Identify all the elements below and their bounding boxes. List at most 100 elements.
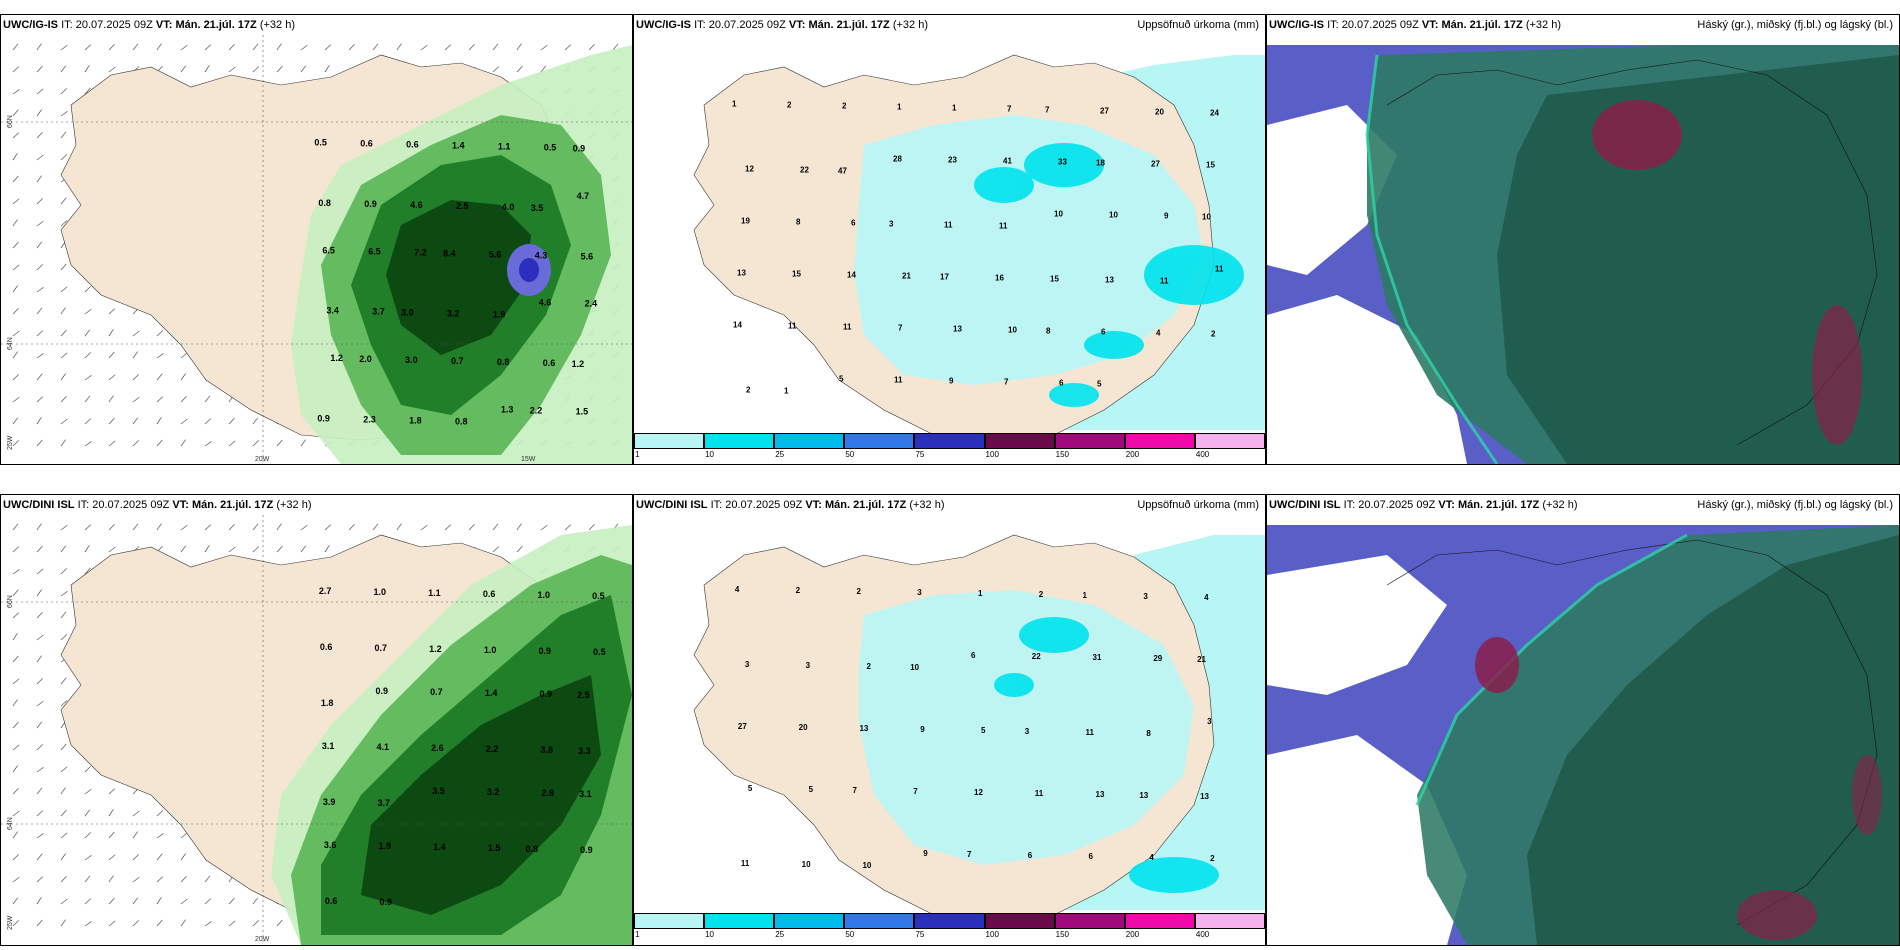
- wind-barb: [12, 175, 19, 183]
- it-label: IT:: [694, 19, 706, 31]
- wind-precip-value: 5.6: [581, 251, 594, 261]
- wind-barb: [12, 678, 20, 685]
- precip-value: 10: [1202, 213, 1211, 222]
- wind-barb: [180, 524, 188, 531]
- vt-value: Mán. 21.júl. 17Z: [1457, 499, 1540, 511]
- cloud-title: Háský (gr.), miðský (fj.bl.) og lágský (…: [1697, 499, 1893, 511]
- wind-barb: [84, 286, 91, 293]
- wind-barb: [36, 853, 43, 861]
- legend-swatch: [1124, 433, 1195, 449]
- wind-barb: [12, 43, 19, 51]
- precip-value: 3: [917, 588, 922, 597]
- wind-barb: [36, 439, 43, 447]
- model-name: UWC/DINI ISL: [636, 499, 708, 511]
- wind-barb: [108, 897, 115, 905]
- it-label: IT:: [1327, 19, 1339, 31]
- precip-value: 13: [1096, 790, 1105, 799]
- precip-value: 4: [1149, 853, 1154, 862]
- wind-barb: [132, 43, 139, 51]
- precip-value: 11: [999, 222, 1008, 231]
- wind-barb: [36, 589, 42, 597]
- precip-value: 11: [1086, 728, 1095, 737]
- wind-barb: [300, 65, 307, 73]
- precip-value: 14: [733, 321, 742, 330]
- wind-barb: [420, 44, 428, 51]
- precip-value: 13: [953, 325, 962, 334]
- wind-barb: [12, 633, 18, 641]
- legend-swatch: [774, 433, 845, 449]
- wind-barb: [60, 307, 66, 315]
- precip-value: 3: [889, 220, 894, 229]
- iceland-outline: [1386, 539, 1878, 926]
- precip-value: 10: [802, 860, 811, 869]
- wind-barb: [132, 440, 139, 447]
- wind-precip-value: 0.6: [483, 589, 496, 599]
- wind-barb: [60, 898, 68, 905]
- legend-tick: 400: [1195, 450, 1210, 459]
- wind-precip-value: 3.1: [322, 741, 335, 751]
- legend-tick: 25: [775, 930, 785, 939]
- wind-barb: [228, 66, 236, 73]
- wind-precip-value: 1.0: [484, 645, 497, 655]
- wind-barb: [60, 329, 67, 337]
- wind-barb: [204, 921, 212, 927]
- wind-barb: [12, 374, 19, 381]
- precip-value: 6: [1089, 852, 1094, 861]
- wind-barb: [60, 634, 68, 641]
- wind-precip-value: 1.4: [452, 141, 465, 151]
- wind-barb: [60, 766, 68, 773]
- precip-value: 10: [862, 861, 871, 870]
- wind-barb: [60, 568, 67, 575]
- wind-barb: [204, 65, 210, 73]
- wind-barb: [228, 897, 235, 905]
- legend-swatch: [634, 913, 705, 929]
- precip-value: 1: [784, 387, 789, 396]
- legend-tick: 1: [635, 450, 640, 459]
- wind-barb: [12, 330, 20, 337]
- wind-barb: [180, 439, 187, 447]
- panel-title: UWC/DINI ISL IT: 20.07.2025 09Z VT: Mán.…: [1, 495, 632, 515]
- wind-barb: [60, 853, 66, 861]
- wind-barb: [12, 612, 20, 619]
- precip-value: 3: [806, 661, 811, 670]
- wind-barb: [516, 43, 522, 51]
- panel-title: UWC/DINI ISL IT: 20.07.2025 09Z VT: Mán.…: [1267, 495, 1899, 515]
- wind-precip-value: 0.9: [539, 646, 552, 656]
- legend-swatch: [1054, 913, 1125, 929]
- wind-barb: [60, 545, 67, 553]
- wind-barb: [180, 898, 188, 905]
- it-label: IT:: [61, 19, 73, 31]
- it-value: 20.07.2025 09Z: [725, 499, 803, 511]
- wind-barb: [468, 523, 475, 531]
- wind-barb: [540, 44, 548, 51]
- legend-swatch: [844, 913, 915, 929]
- it-value: 20.07.2025 09Z: [1358, 499, 1436, 511]
- wind-barb: [468, 43, 475, 51]
- cloud-mid-edge: [1365, 54, 1499, 464]
- wind-barb: [540, 65, 547, 73]
- wind-barb: [108, 329, 114, 337]
- it-label: IT:: [77, 499, 90, 511]
- wind-barb: [492, 523, 499, 531]
- wind-barb: [396, 43, 402, 51]
- sea-precip: [1014, 535, 1265, 910]
- precip-value: 2: [1210, 854, 1215, 863]
- wind-precip-value: 2.2: [486, 744, 499, 754]
- wind-barb: [204, 545, 210, 553]
- precip-value: 4: [1156, 329, 1161, 338]
- wind-barb: [60, 65, 67, 73]
- wind-barb: [276, 43, 282, 51]
- wind-barb: [108, 920, 116, 927]
- wind-barb: [84, 418, 92, 425]
- axis-label: 66N: [7, 595, 14, 608]
- legend-tick: 10: [705, 930, 715, 939]
- precip-value: 1: [978, 589, 983, 598]
- wind-barb: [180, 395, 187, 403]
- precip-value: 9: [923, 849, 928, 858]
- panel-title: UWC/IG-IS IT: 20.07.2025 09Z VT: Mán. 21…: [1, 15, 632, 35]
- wind-barb: [132, 897, 139, 905]
- legend-swatch: [914, 433, 985, 449]
- precip-value: 12: [745, 165, 754, 174]
- wind-barb: [36, 220, 44, 227]
